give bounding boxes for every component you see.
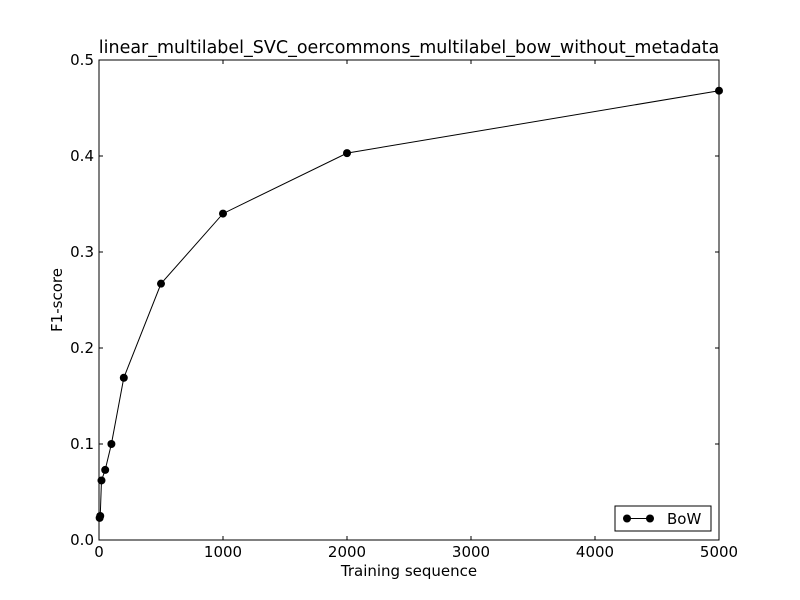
x-tick-label: 1000 (204, 543, 242, 561)
legend-label-bow: BoW (667, 510, 701, 528)
y-tick-label: 0.4 (70, 147, 94, 165)
y-axis-label: F1-score (48, 268, 66, 332)
x-tick-label: 5000 (700, 543, 738, 561)
tick-marks (98, 59, 720, 541)
y-tick-label: 0.2 (70, 339, 94, 357)
x-tick-label: 2000 (328, 543, 366, 561)
legend-marker (646, 514, 654, 523)
x-tick-label: 4000 (576, 543, 614, 561)
x-tick-label: 0 (94, 543, 104, 561)
x-tick-label: 3000 (452, 543, 490, 561)
data-point (343, 149, 351, 158)
y-tick-labels: 0.0 0.1 0.2 0.3 0.4 0.5 (70, 51, 94, 549)
data-point (119, 373, 128, 382)
y-tick-label: 0.5 (70, 51, 94, 69)
x-axis-label: Training sequence (340, 562, 477, 580)
y-tick-label: 0.3 (70, 243, 94, 261)
legend-marker (623, 514, 631, 523)
series-layer (95, 86, 723, 522)
legend: BoW (614, 505, 712, 532)
data-point (96, 512, 105, 520)
y-tick-label: 0.1 (70, 435, 94, 453)
data-point (107, 440, 116, 448)
chart-title: linear_multilabel_SVC_oercommons_multila… (99, 38, 720, 58)
y-tick-label: 0.0 (70, 531, 94, 549)
data-point (157, 279, 165, 288)
data-point (219, 209, 227, 218)
data-point (101, 465, 110, 474)
series-line (99, 90, 720, 519)
x-tick-labels: 0 1000 2000 3000 4000 5000 (94, 543, 738, 561)
plot-frame (98, 59, 720, 541)
